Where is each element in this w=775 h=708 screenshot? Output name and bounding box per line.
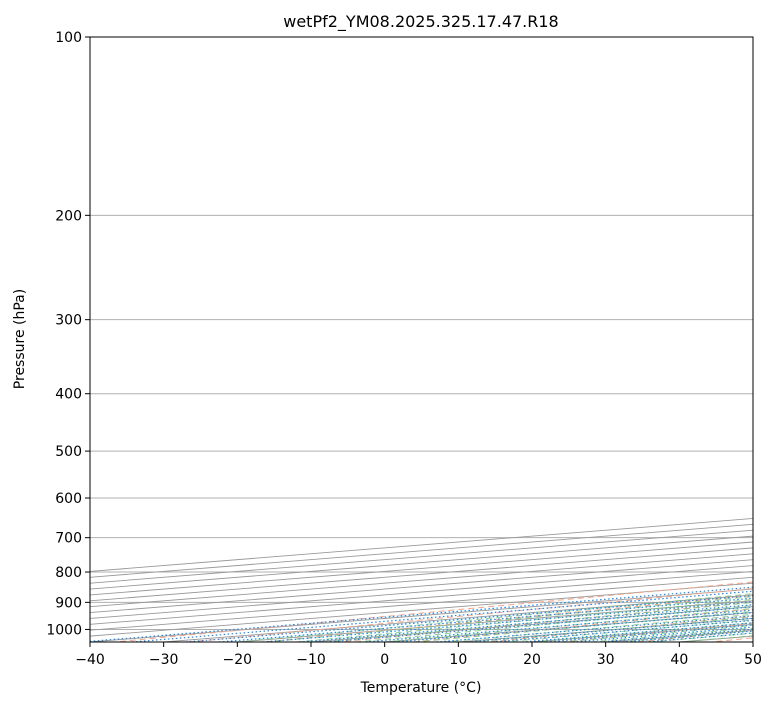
y-tick-label: 900 [55, 595, 82, 611]
dry-adiabat-line [487, 615, 753, 642]
isotherm-line [90, 576, 753, 631]
moist-adiabat-line [296, 599, 753, 642]
x-tick-label: 50 [744, 652, 762, 668]
moist-adiabat-line [237, 593, 753, 642]
y-tick-label: 500 [55, 444, 82, 460]
mixing-ratio-line [131, 590, 753, 642]
moist-adiabat-line [531, 622, 753, 642]
isotherm-line [90, 523, 753, 578]
y-tick-label: 100 [55, 30, 82, 46]
plot-area: 0.10.20.40.611.52346810131620253036-100-… [90, 37, 753, 642]
dry-adiabat-line [412, 608, 753, 642]
isotherm-line [237, 600, 753, 642]
x-tick-label: −10 [296, 652, 326, 668]
moist-adiabat-line [266, 596, 753, 642]
x-tick-label: 10 [449, 652, 467, 668]
moist-adiabat-line [384, 607, 753, 642]
pressure-grid [90, 37, 753, 630]
y-tick-label: 800 [55, 565, 82, 581]
x-tick-label: −40 [75, 652, 105, 668]
moist-adiabat-lines [237, 593, 753, 642]
chart-title: wetPf2_YM08.2025.325.17.47.R18 [283, 12, 558, 32]
isotherm-line [163, 594, 753, 642]
moist-adiabat-line [502, 619, 753, 642]
moist-adiabat-line [325, 601, 753, 642]
x-axis-ticks: −40 −30 −20 −10 0 10 20 30 40 50 [75, 642, 762, 668]
isotherm-line [605, 629, 753, 642]
y-axis-ticks: 100 200 300 400 500 600 700 800 900 1000 [46, 30, 90, 638]
mixing-ratio-line [90, 586, 753, 642]
isotherm-line [752, 641, 753, 642]
isotherm-line [679, 635, 753, 642]
isotherm-line [90, 588, 753, 642]
isotherm-line [90, 547, 753, 602]
x-axis-label: Temperature (°C) [360, 680, 482, 696]
x-tick-label: 0 [380, 652, 389, 668]
isotherm-line [90, 559, 753, 614]
y-tick-label: 1000 [46, 622, 82, 638]
moist-adiabat-line [443, 613, 753, 642]
plot-frame [89, 36, 754, 643]
isotherm-line [90, 541, 753, 596]
isotherm-line [90, 518, 753, 572]
dry-adiabat-line [188, 588, 753, 642]
dry-adiabat-lines [114, 581, 753, 642]
mixing-ratio-line [185, 594, 753, 642]
dry-adiabat-line [711, 637, 753, 642]
y-axis-label: Pressure (hPa) [12, 289, 28, 389]
x-tick-label: −20 [223, 652, 253, 668]
isotherm-line [90, 529, 753, 584]
dry-adiabat-line [562, 622, 753, 642]
y-tick-label: 600 [55, 491, 82, 507]
isotherm-line [90, 570, 753, 625]
isotherm-line [458, 618, 753, 642]
x-tick-label: −30 [149, 652, 179, 668]
y-tick-label: 400 [55, 387, 82, 403]
isotherm-line [90, 582, 753, 637]
x-tick-label: 40 [670, 652, 688, 668]
x-tick-label: 30 [597, 652, 615, 668]
mixing-ratio-lines [90, 586, 753, 642]
dry-adiabat-line [114, 581, 753, 642]
x-tick-label: 20 [523, 652, 541, 668]
y-tick-label: 700 [55, 531, 82, 547]
isotherm-line [90, 553, 753, 608]
y-tick-label: 300 [55, 313, 82, 329]
isotherm-line [90, 565, 753, 619]
moist-adiabat-line [679, 635, 753, 642]
isotherm-line [90, 535, 753, 590]
mixing-ratio-line [467, 617, 753, 642]
moist-adiabat-line [355, 604, 753, 642]
moist-adiabat-line [620, 630, 753, 642]
y-tick-label: 200 [55, 208, 82, 224]
isotherm-lines [90, 518, 753, 642]
